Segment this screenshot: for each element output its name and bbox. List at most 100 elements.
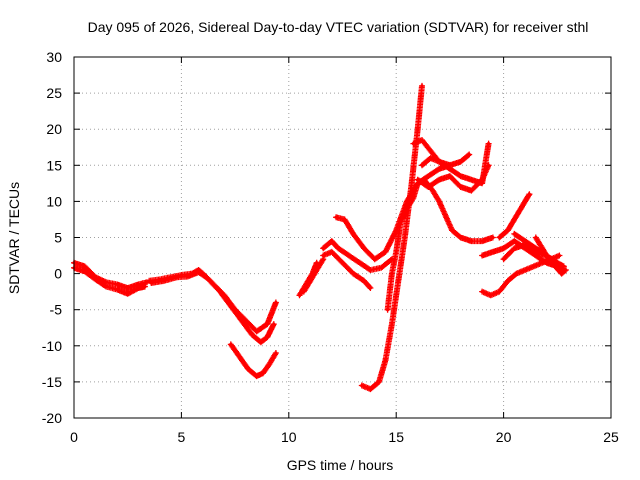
- x-tick-label: 15: [388, 429, 404, 445]
- data-point: [246, 367, 250, 371]
- data-point: [270, 311, 274, 315]
- data-point: [274, 300, 278, 305]
- data-point: [261, 371, 265, 375]
- data-point: [428, 149, 433, 153]
- data-point: [540, 246, 544, 250]
- data-point: [497, 235, 501, 240]
- data-point: [383, 358, 388, 362]
- data-point: [368, 268, 373, 272]
- data-point: [83, 269, 87, 274]
- data-point: [420, 138, 424, 142]
- data-point: [523, 199, 527, 203]
- data-point: [196, 270, 201, 274]
- data-point: [368, 387, 373, 391]
- data-point: [559, 272, 564, 276]
- data-point: [93, 277, 98, 281]
- y-axis-title: SDTVAR / TECUs: [6, 182, 22, 294]
- series-track-d: [148, 269, 277, 346]
- data-point: [143, 284, 147, 289]
- data-point: [83, 264, 87, 268]
- data-point: [448, 174, 452, 178]
- data-point: [115, 282, 119, 287]
- data-point: [377, 380, 381, 384]
- data-point: [267, 362, 272, 366]
- data-point: [229, 342, 233, 346]
- y-tick-label: 30: [46, 49, 62, 65]
- data-point: [523, 268, 527, 272]
- series-markers: [300, 256, 327, 295]
- x-tick-label: 20: [496, 429, 512, 445]
- data-point: [218, 290, 222, 294]
- plot-frame: [73, 56, 612, 419]
- data-point: [411, 196, 415, 200]
- data-point: [497, 290, 501, 294]
- data-point: [136, 286, 141, 290]
- data-point: [147, 279, 151, 283]
- data-point: [431, 188, 435, 193]
- data-point: [126, 286, 130, 290]
- series-track-h: [320, 238, 395, 273]
- data-point: [330, 239, 334, 243]
- data-point: [467, 152, 471, 157]
- data-point: [512, 232, 516, 236]
- data-point: [403, 235, 407, 240]
- chart-title: Day 095 of 2026, Sidereal Day-to-day VTE…: [88, 19, 589, 35]
- y-tick-label: 15: [46, 157, 62, 173]
- data-point: [358, 261, 362, 265]
- series-track-e: [227, 341, 279, 380]
- data-point: [265, 335, 269, 339]
- x-tick-label: 5: [178, 429, 186, 445]
- data-point: [444, 214, 448, 218]
- data-point: [506, 228, 510, 232]
- data-point: [351, 272, 355, 276]
- data-point: [239, 318, 244, 323]
- data-point: [321, 246, 325, 250]
- data-point: [405, 207, 409, 211]
- data-point: [416, 178, 420, 182]
- data-point: [321, 257, 325, 261]
- y-tick-label: 25: [46, 85, 62, 101]
- data-point: [126, 292, 130, 296]
- data-point: [115, 287, 119, 292]
- data-point: [343, 217, 347, 222]
- y-tick-labels: -20 -15 -10 -5 0 5 10 15 20 25 30: [42, 49, 62, 426]
- data-point: [544, 253, 549, 258]
- data-point: [347, 253, 351, 258]
- data-point: [368, 286, 373, 290]
- data-point: [514, 272, 519, 276]
- data-series-group: [71, 82, 569, 393]
- data-point: [489, 293, 493, 297]
- data-point: [540, 261, 544, 265]
- data-point: [437, 199, 441, 203]
- data-point: [480, 239, 484, 243]
- data-point: [186, 274, 190, 279]
- data-point: [512, 246, 516, 250]
- data-point: [437, 160, 441, 164]
- data-point: [469, 239, 473, 243]
- data-point: [459, 174, 463, 178]
- y-tick-label: -15: [42, 374, 62, 390]
- data-point: [502, 246, 506, 250]
- data-point: [459, 185, 463, 189]
- data-point: [259, 340, 263, 344]
- data-point: [428, 156, 433, 160]
- data-point: [254, 374, 259, 378]
- data-point: [426, 185, 431, 189]
- x-tick-labels: 0 5 10 15 20 25: [70, 429, 619, 445]
- series-track-j: [333, 162, 453, 263]
- data-point: [265, 322, 269, 326]
- data-point: [394, 250, 398, 254]
- data-point: [534, 246, 538, 250]
- y-tick-label: -5: [50, 302, 63, 318]
- data-point: [416, 127, 420, 131]
- data-point: [362, 246, 366, 250]
- data-point: [396, 279, 400, 283]
- data-point: [486, 142, 491, 146]
- series-track-q: [496, 191, 533, 241]
- data-point: [205, 276, 209, 280]
- series-track-o: [414, 162, 492, 194]
- data-point: [562, 264, 566, 268]
- series-markers: [227, 341, 279, 380]
- data-point: [379, 266, 383, 270]
